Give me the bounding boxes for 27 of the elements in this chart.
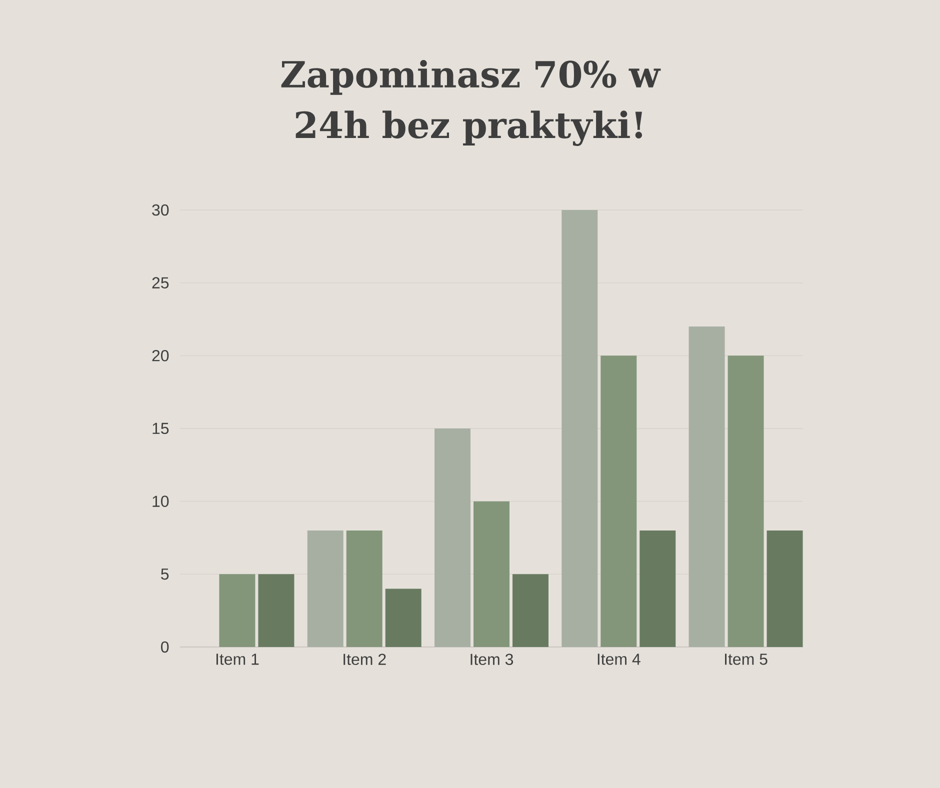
bar [562,210,598,647]
bar [728,356,764,647]
x-tick-label: Item 4 [598,654,640,665]
y-tick-label: 10 [152,496,169,507]
bar [688,326,725,647]
x-tick-label: Item 5 [725,654,768,665]
bar [346,530,382,647]
y-tick-label: 5 [161,568,169,580]
y-tick-label: 25 [152,277,169,288]
chart-title: Zapominasz 70% w 24h bez praktyki! [281,60,661,146]
bar [600,356,637,647]
bar [434,428,470,647]
bar [640,530,676,647]
bar [258,574,294,647]
bar [474,501,510,647]
y-tick-label: 0 [161,641,169,653]
y-tick-label: 20 [152,350,169,362]
bar [385,588,422,647]
bar [307,530,344,647]
x-tick-label: Item 3 [470,654,514,666]
y-tick-label: 30 [152,204,169,216]
bar [766,530,803,647]
x-tick-label: Item 2 [344,654,386,666]
x-tick-label: Item 1 [216,654,259,665]
bar [512,574,549,647]
bar [219,574,256,647]
y-tick-label: 15 [152,422,169,434]
